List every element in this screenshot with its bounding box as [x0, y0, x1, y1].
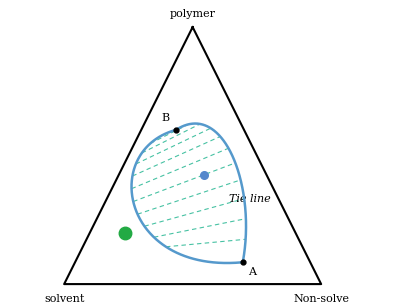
Text: Non-solve: Non-solve [293, 294, 349, 304]
Text: A: A [248, 267, 256, 278]
Text: Tie line: Tie line [229, 194, 270, 204]
Text: polymer: polymer [170, 9, 216, 19]
Text: solvent: solvent [44, 294, 84, 304]
Text: B: B [162, 113, 169, 124]
